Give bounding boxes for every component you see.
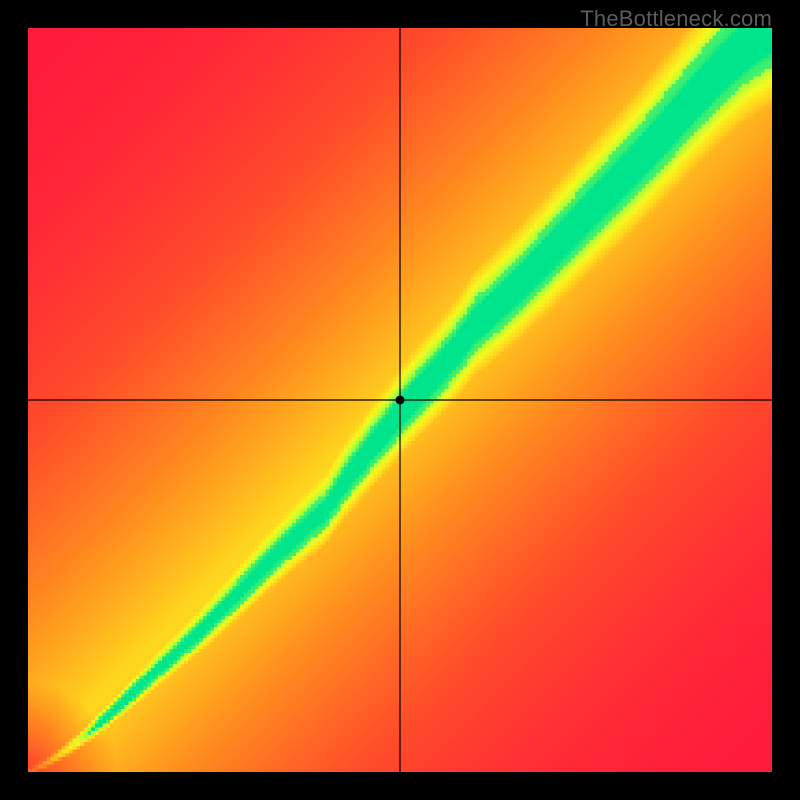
watermark-text: TheBottleneck.com	[580, 6, 772, 32]
bottleneck-heatmap	[28, 28, 772, 772]
chart-container: TheBottleneck.com	[0, 0, 800, 800]
